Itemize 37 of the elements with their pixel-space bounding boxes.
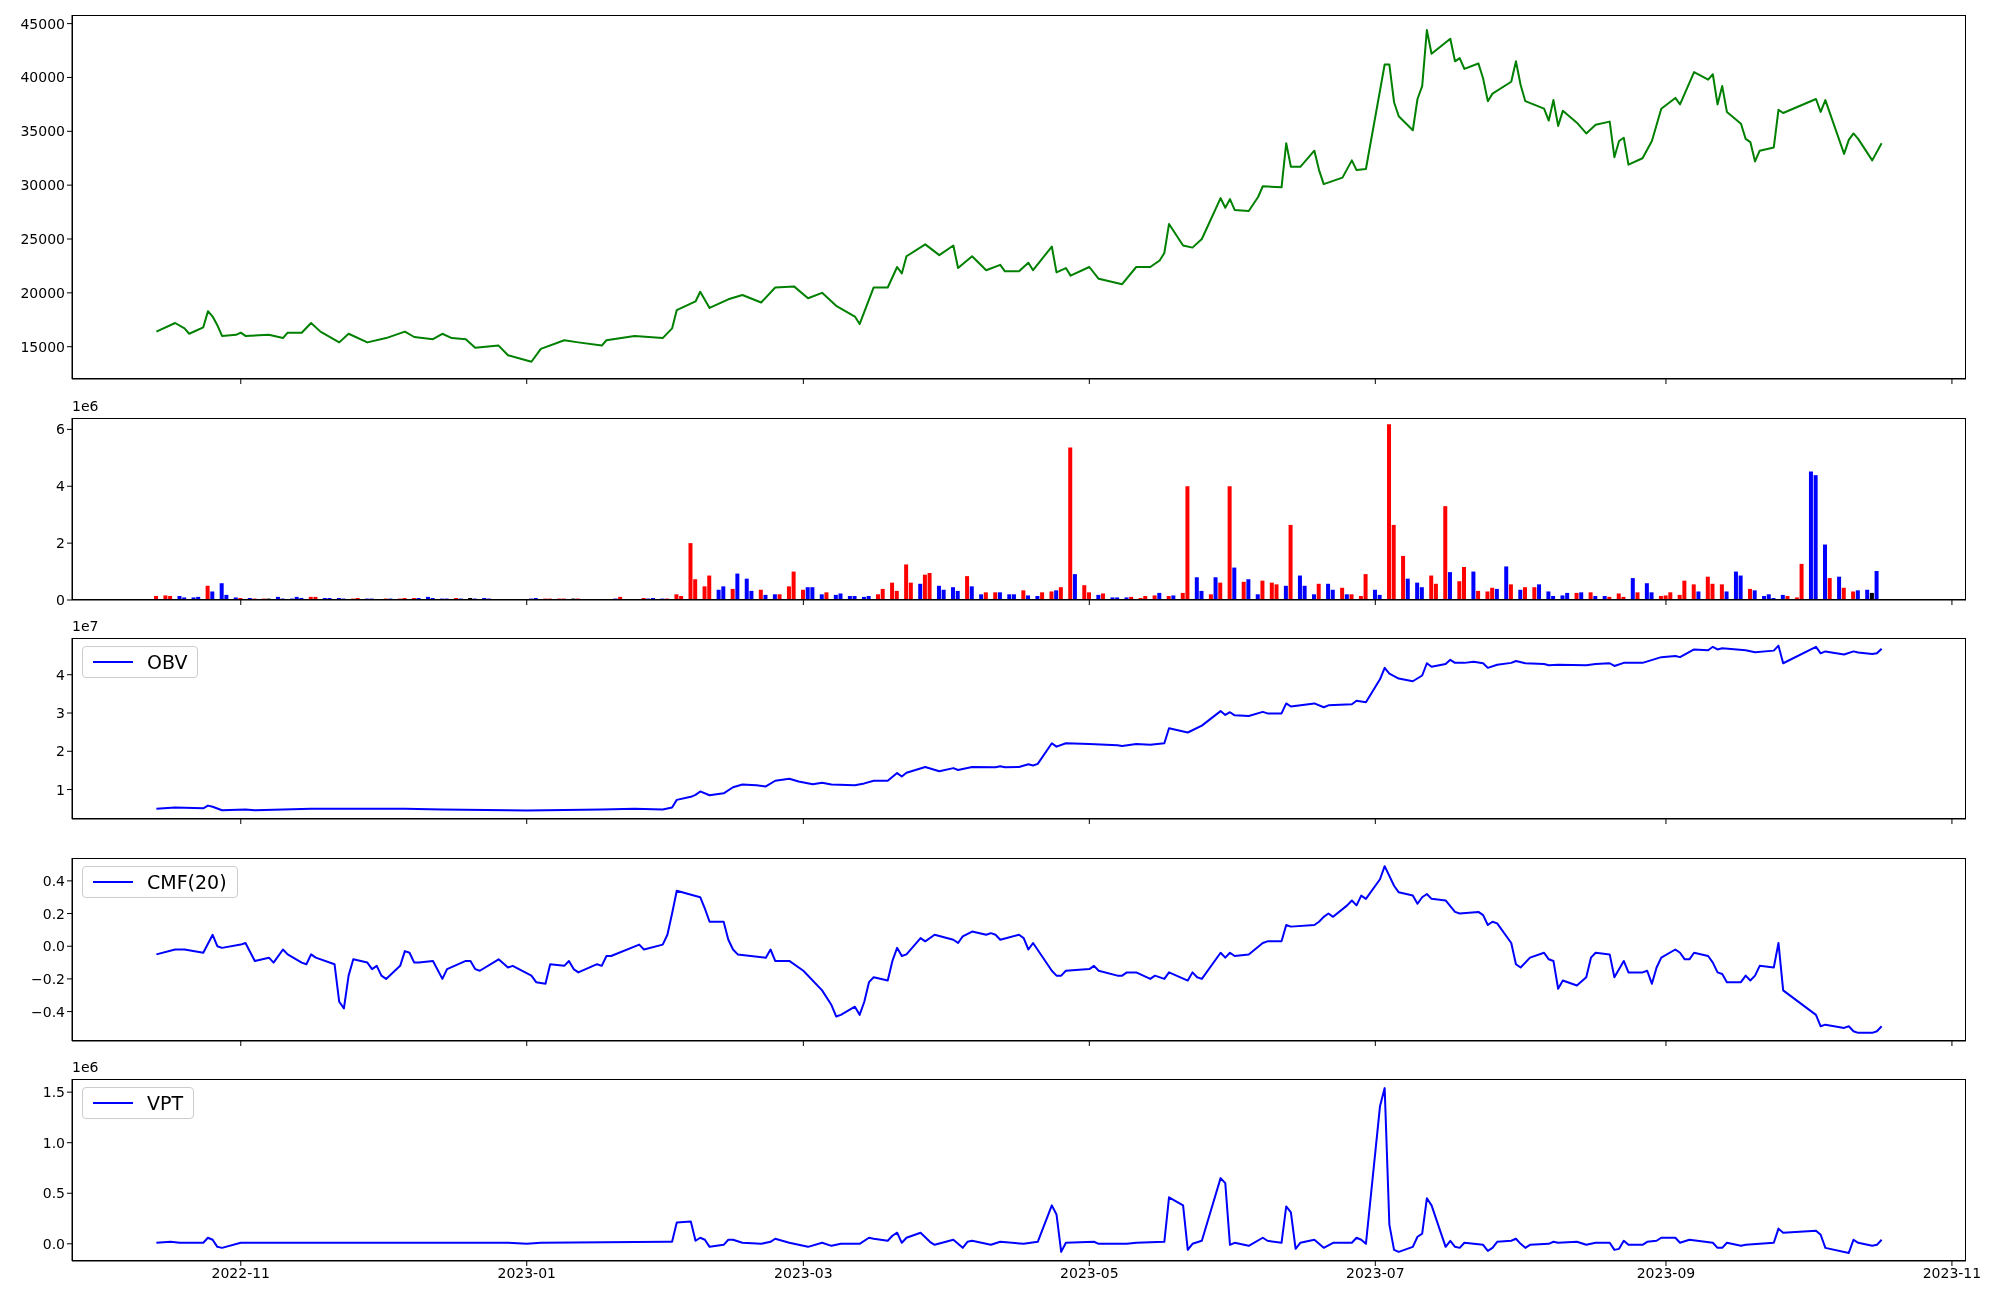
y-tick-label: 45000 — [20, 15, 65, 32]
text: 1e6 — [72, 1059, 99, 1075]
y-tick-label: 0.0 — [42, 938, 65, 955]
legend-label: CMF(20) — [147, 871, 227, 893]
text: 1e6 — [72, 398, 99, 414]
y-tick-label: 0.2 — [42, 905, 65, 922]
text: 1e7 — [72, 618, 99, 634]
y-tick-label: −0.2 — [31, 970, 65, 987]
y-tick-label: −0.4 — [31, 1003, 66, 1020]
y-tick-label: 0 — [56, 591, 65, 608]
x-tick-label: 2023-07 — [1346, 1264, 1405, 1281]
x-tick-label: 2023-11 — [1922, 1264, 1982, 1281]
y-tick-label: 6 — [56, 421, 66, 438]
y-tick-label: 2 — [56, 535, 65, 552]
y-tick-label: 4 — [56, 666, 66, 683]
y-tick-label: 3 — [56, 704, 65, 721]
y-tick-label: 40000 — [20, 69, 65, 86]
y-tick-label: 1.0 — [42, 1134, 65, 1151]
x-tick-label: 2023-03 — [774, 1264, 833, 1281]
legend-label: OBV — [147, 651, 188, 673]
x-tick-label: 2023-09 — [1636, 1264, 1696, 1281]
y-tick-label: 0.5 — [42, 1185, 65, 1202]
y-tick-label: 15000 — [20, 338, 65, 355]
x-tick-label: 2023-01 — [497, 1264, 556, 1281]
y-tick-label: 30000 — [20, 177, 65, 194]
y-tick-label: 20000 — [20, 284, 65, 301]
y-tick-label: 25000 — [20, 230, 65, 247]
y-tick-label: 1.5 — [42, 1084, 65, 1101]
y-tick-label: 4 — [56, 478, 66, 495]
x-tick-label: 2023-05 — [1060, 1264, 1119, 1281]
legend-label: VPT — [147, 1092, 184, 1114]
y-tick-label: 0.4 — [42, 872, 66, 889]
y-tick-label: 1 — [56, 781, 65, 798]
y-tick-label: 0.0 — [42, 1235, 65, 1252]
y-tick-label: 2 — [56, 743, 65, 760]
y-tick-label: 35000 — [20, 123, 65, 140]
x-tick-label: 2022-11 — [211, 1264, 271, 1281]
